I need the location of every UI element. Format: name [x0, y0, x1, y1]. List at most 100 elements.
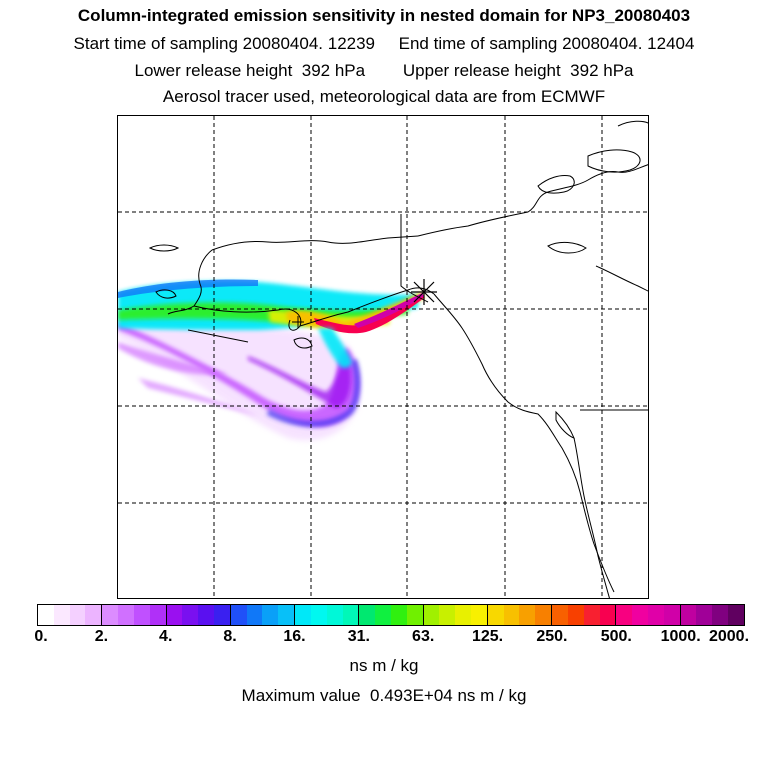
colorbar-color-step	[246, 605, 263, 625]
colorbar-segment	[679, 605, 744, 625]
island-st-lawrence	[148, 244, 180, 252]
tracer-info-line: Aerosol tracer used, meteorological data…	[162, 87, 606, 106]
colorbar-color-step	[471, 605, 487, 625]
colorbar-color-step	[278, 605, 295, 625]
colorbar-color-step	[535, 605, 552, 625]
map-panel	[117, 115, 649, 599]
coastline-alaska-west	[167, 249, 213, 315]
colorbar-color-step	[342, 605, 359, 625]
coastline-canada-arctic	[417, 164, 648, 237]
colorbar-tick-label: 2000.	[708, 628, 750, 645]
plume-south-swirl	[118, 322, 360, 427]
coastline-bc	[433, 293, 615, 593]
hudson-bay-edge	[595, 265, 648, 292]
colorbar-color-step	[38, 605, 54, 625]
plume-blue-edge	[266, 359, 361, 427]
colorbar-color-step	[295, 605, 311, 625]
colorbar-color-step	[519, 605, 536, 625]
colorbar-tick-label: 8.	[223, 628, 237, 645]
colorbar-segment	[165, 605, 230, 625]
colorbar-color-step	[487, 605, 504, 625]
island-victoria	[587, 149, 641, 173]
vancouver-island	[555, 410, 575, 439]
plume-halo	[118, 314, 360, 441]
colorbar-color-step	[455, 605, 472, 625]
island-kodiak	[293, 337, 313, 349]
colorbar-color-step	[118, 605, 134, 625]
colorbar-color-step	[663, 605, 680, 625]
colorbar-color-step	[53, 605, 70, 625]
colorbar	[37, 604, 745, 626]
plume-south-core	[248, 352, 351, 408]
colorbar-color-step	[182, 605, 199, 625]
maximum-value-label: Maximum value 0.493E+04 ns m / kg	[241, 686, 527, 705]
colorbar-color-step	[310, 605, 327, 625]
colorbar-color-step	[406, 605, 423, 625]
colorbar-tick-label: 4.	[159, 628, 173, 645]
colorbar-color-step	[423, 605, 440, 625]
map-svg	[118, 116, 648, 598]
colorbar-segment	[615, 605, 680, 625]
colorbar-color-step	[85, 605, 102, 625]
island-arctic-1	[617, 120, 648, 127]
plot-title: Column-integrated emission sensitivity i…	[77, 6, 691, 25]
plume-band-blue	[118, 279, 258, 298]
graticule	[118, 116, 648, 598]
coastline-alaska-north	[211, 235, 419, 251]
source-cross-marker	[292, 316, 304, 328]
colorbar-tick-label: 1000.	[660, 628, 701, 645]
colorbar-segment	[358, 605, 423, 625]
colorbar-tick-label: 125.	[471, 628, 504, 645]
colorbar-color-step	[166, 605, 183, 625]
colorbar-color-step	[599, 605, 616, 625]
colorbar-color-step	[326, 605, 343, 625]
usa-west-coast	[573, 437, 610, 598]
colorbar-color-step	[69, 605, 86, 625]
colorbar-color-step	[712, 605, 729, 625]
colorbar-segment	[422, 605, 487, 625]
colorbar-tick-label: 16.	[283, 628, 306, 645]
colorbar-segment	[294, 605, 359, 625]
colorbar-tick-label: 500.	[600, 628, 632, 645]
colorbar-segment	[101, 605, 166, 625]
sampling-time-line: Start time of sampling 20080404. 12239 E…	[73, 34, 695, 53]
colorbar-color-step	[262, 605, 279, 625]
plume-violet-finger-1	[118, 342, 228, 375]
colorbar-tick-labels: 0. 2. 4. 8. 16. 31. 63. 125. 250. 500. 1000. 2000.	[0, 628, 768, 650]
colorbar-color-step	[632, 605, 649, 625]
colorbar-color-step	[375, 605, 391, 625]
colorbar-color-step	[230, 605, 247, 625]
coastline-gulf-of-alaska	[299, 287, 435, 327]
island-nunivak	[155, 289, 177, 299]
island-arctic-2	[547, 241, 587, 254]
colorbar-color-step	[359, 605, 376, 625]
colorbar-color-step	[696, 605, 713, 625]
coastline-alaska-peninsula	[193, 305, 302, 331]
colorbar-segment	[486, 605, 552, 625]
colorbar-color-step	[648, 605, 664, 625]
colorbar-tick-label: 2.	[94, 628, 109, 645]
colorbar-color-step	[616, 605, 633, 625]
colorbar-color-step	[198, 605, 214, 625]
colorbar-color-step	[133, 605, 150, 625]
colorbar-color-step	[149, 605, 166, 625]
colorbar-tick-label: 31.	[347, 628, 370, 645]
colorbar-segment	[229, 605, 295, 625]
colorbar-segment	[551, 605, 616, 625]
colorbar-color-step	[728, 605, 744, 625]
aleutian-chain	[187, 329, 249, 343]
colorbar-tick-label: 0.	[34, 628, 48, 645]
island-banks	[537, 175, 575, 194]
plume-south-branch	[318, 328, 352, 369]
colorbar-segment	[38, 605, 102, 625]
colorbar-tick-label: 250.	[536, 628, 568, 645]
colorbar-color-step	[439, 605, 456, 625]
colorbar-color-step	[567, 605, 584, 625]
coastlines	[148, 120, 648, 598]
colorbar-units-label: ns m / kg	[349, 656, 419, 675]
colorbar-color-step	[102, 605, 119, 625]
plume-violet-finger-2	[138, 378, 258, 416]
release-location-marker	[411, 279, 437, 305]
release-height-line: Lower release height 392 hPa Upper relea…	[134, 61, 634, 80]
colorbar-color-step	[583, 605, 600, 625]
